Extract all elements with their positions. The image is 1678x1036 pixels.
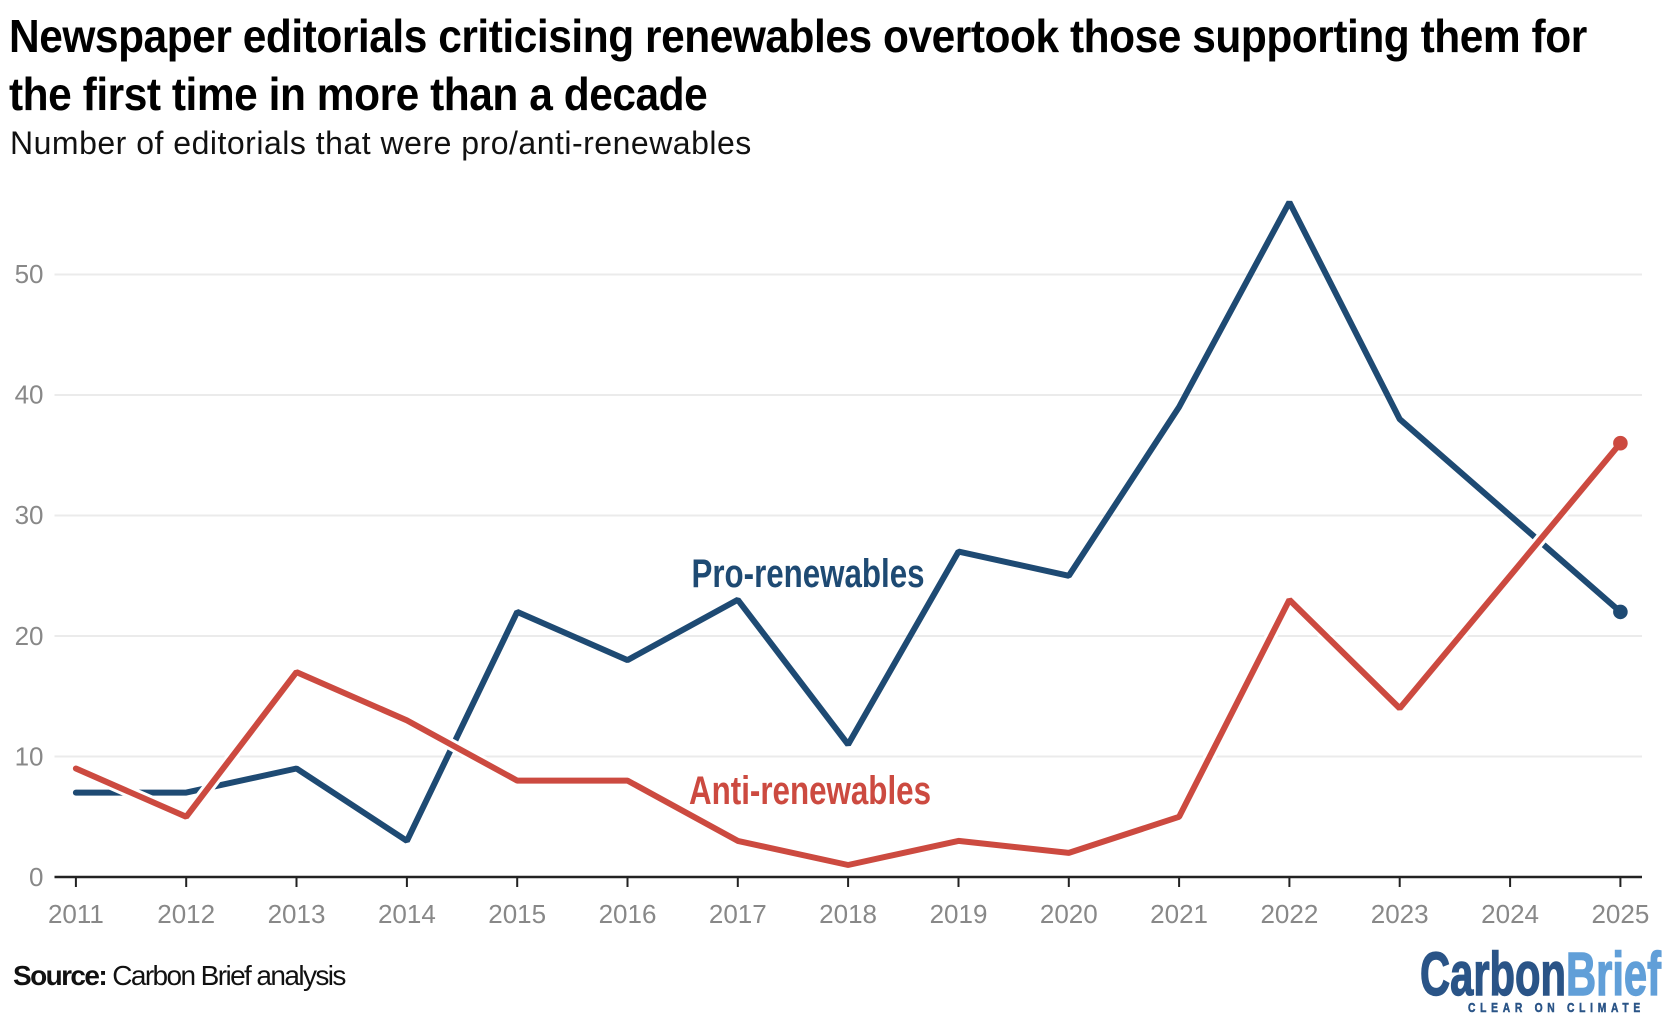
- svg-text:2016: 2016: [599, 899, 657, 929]
- svg-text:2014: 2014: [378, 899, 436, 929]
- svg-text:2020: 2020: [1040, 899, 1098, 929]
- svg-text:2022: 2022: [1260, 899, 1318, 929]
- svg-text:30: 30: [15, 500, 44, 530]
- svg-text:2024: 2024: [1481, 899, 1539, 929]
- svg-text:2025: 2025: [1591, 899, 1649, 929]
- svg-text:2015: 2015: [488, 899, 546, 929]
- svg-text:50: 50: [15, 259, 44, 289]
- svg-text:CLEAR ON CLIMATE: CLEAR ON CLIMATE: [1468, 1000, 1645, 1015]
- svg-text:0: 0: [29, 862, 43, 892]
- svg-text:2019: 2019: [930, 899, 988, 929]
- svg-text:2012: 2012: [157, 899, 215, 929]
- svg-text:40: 40: [15, 380, 44, 410]
- svg-text:Anti-renewables: Anti-renewables: [689, 769, 931, 813]
- svg-text:Pro-renewables: Pro-renewables: [692, 552, 925, 596]
- svg-text:2013: 2013: [268, 899, 326, 929]
- svg-text:2011: 2011: [48, 899, 104, 929]
- svg-text:20: 20: [15, 621, 44, 651]
- svg-text:2021: 2021: [1150, 899, 1208, 929]
- svg-text:2017: 2017: [709, 899, 767, 929]
- svg-text:2018: 2018: [819, 899, 877, 929]
- svg-text:2023: 2023: [1371, 899, 1429, 929]
- svg-text:10: 10: [15, 741, 44, 771]
